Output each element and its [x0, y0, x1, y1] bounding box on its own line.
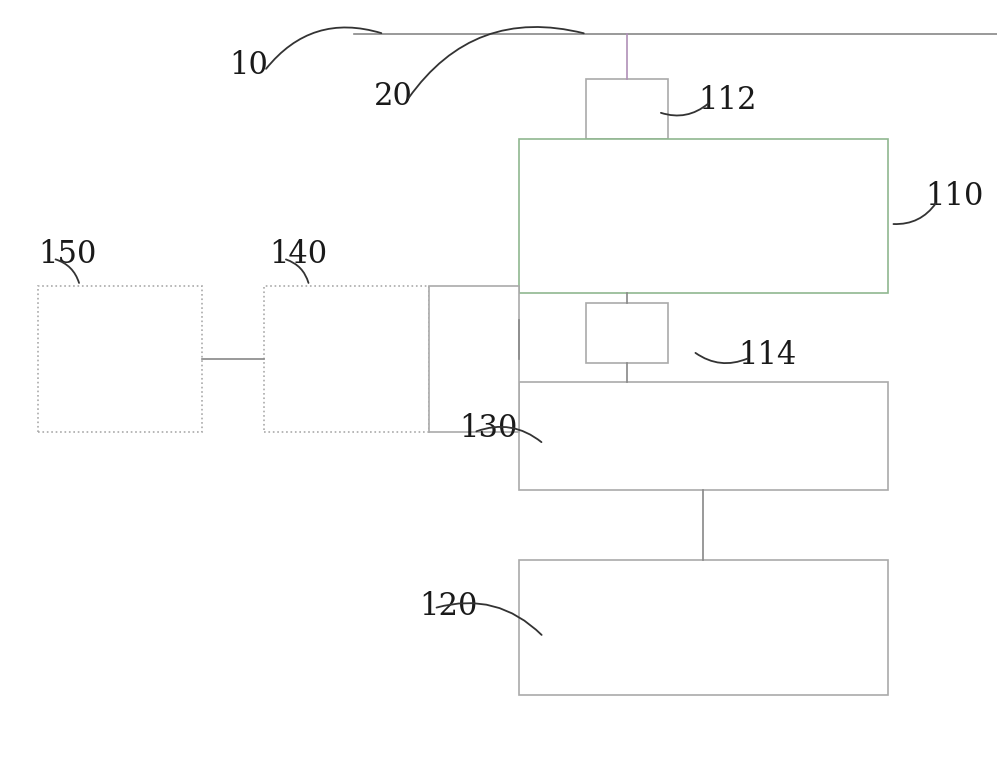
Text: 20: 20 — [374, 81, 413, 112]
Bar — [519, 382, 888, 490]
Bar — [429, 286, 519, 432]
Text: 110: 110 — [926, 181, 984, 212]
Bar — [38, 286, 202, 432]
Text: 150: 150 — [38, 239, 96, 270]
Bar — [586, 303, 668, 363]
Bar — [264, 286, 429, 432]
Text: 112: 112 — [698, 85, 757, 116]
Bar — [519, 560, 888, 695]
Text: 140: 140 — [269, 239, 327, 270]
Text: 130: 130 — [459, 413, 517, 444]
Text: 114: 114 — [738, 340, 796, 371]
Bar — [586, 79, 668, 139]
Text: 10: 10 — [229, 50, 268, 81]
Text: 120: 120 — [419, 591, 477, 621]
Bar — [519, 139, 888, 293]
